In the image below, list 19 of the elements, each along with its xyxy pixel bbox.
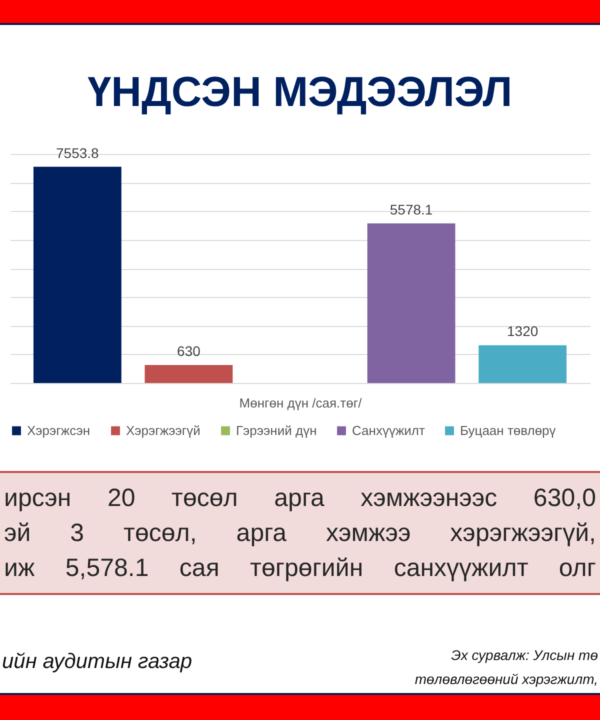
bar <box>144 364 233 383</box>
chart-title: ҮНДСЭН МЭДЭЭЛЭЛ <box>86 67 514 117</box>
bar <box>367 223 456 383</box>
legend-label: Хэрэгжсэн <box>27 422 90 438</box>
text: төлөвлөгөөний хэрэгжилт, <box>414 670 598 689</box>
text: Эх сурвалж: Улсын тө <box>450 646 598 665</box>
note-box: ирсэн 20 төсөл арга хэмжээнээс 630,0 эй 3 төсөл, арга хэмжээ хэрэгжээгүй, иж 5,578.1 сая төгрөгийн санхүүжилт олг <box>0 471 600 595</box>
legend-label: Буцаан төвлөрү <box>460 422 556 438</box>
text: ийн аудитын газар <box>2 650 192 674</box>
legend-label: Хэрэгжээгүй <box>126 422 200 438</box>
data-label: 5578.1 <box>390 201 433 218</box>
data-label: 630 <box>177 342 201 359</box>
x-axis-title: Мөнгөн дүн /сая.төг/ <box>239 396 362 410</box>
bar <box>33 166 122 383</box>
data-label: 1320 <box>506 323 538 340</box>
data-label: 7553.8 <box>56 144 100 161</box>
legend-label: Санхүүжилт <box>352 422 425 438</box>
legend-label: Гэрээний дүн <box>236 422 317 438</box>
bar <box>478 345 567 383</box>
